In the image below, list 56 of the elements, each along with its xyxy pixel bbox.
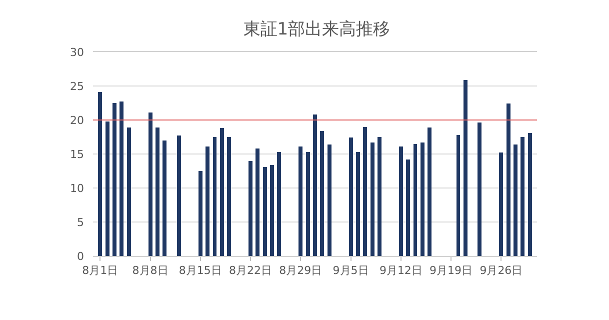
bar xyxy=(120,102,124,256)
y-tick-label: 25 xyxy=(70,80,84,93)
x-tick-label: 8月8日 xyxy=(132,264,168,278)
bar xyxy=(198,171,202,256)
bar xyxy=(398,146,403,256)
bar xyxy=(406,159,410,256)
bar xyxy=(499,152,504,256)
x-tick-label: 9月26日 xyxy=(480,264,523,278)
bar xyxy=(105,121,110,256)
x-tick-label: 9月19日 xyxy=(430,264,473,278)
y-tick-label: 0 xyxy=(77,250,84,263)
x-tick-label: 8月29日 xyxy=(279,264,322,278)
bar xyxy=(520,137,525,256)
bar xyxy=(370,142,374,256)
bar xyxy=(248,160,253,256)
bar xyxy=(313,114,317,256)
chart-title: 東証1部出来高推移 xyxy=(243,19,390,40)
bar xyxy=(463,80,468,256)
y-tick-label: 20 xyxy=(70,114,84,127)
bar xyxy=(206,146,210,256)
bar xyxy=(478,122,482,256)
bar xyxy=(98,92,102,256)
bar xyxy=(277,152,282,256)
y-tick-label: 10 xyxy=(70,182,84,195)
bar xyxy=(428,127,432,256)
bar xyxy=(327,144,332,256)
bar xyxy=(514,144,518,256)
bar xyxy=(420,142,424,256)
bar xyxy=(162,140,167,256)
y-tick-label: 5 xyxy=(77,216,84,229)
bar xyxy=(506,104,510,256)
bar xyxy=(320,130,324,256)
bar xyxy=(262,166,267,256)
bar xyxy=(227,137,232,256)
bar xyxy=(155,127,160,256)
bar xyxy=(298,146,303,256)
x-tick-label: 9月12日 xyxy=(379,264,422,278)
bar xyxy=(176,136,181,256)
bar xyxy=(112,103,116,256)
y-tick-label: 30 xyxy=(70,46,84,59)
bar xyxy=(306,152,310,256)
bar xyxy=(356,152,360,256)
x-tick-label: 8月1日 xyxy=(82,264,118,278)
bar xyxy=(256,148,260,256)
bar xyxy=(148,112,152,256)
bar xyxy=(126,127,131,256)
bar xyxy=(348,138,353,256)
bar xyxy=(270,164,274,256)
x-tick-label: 8月15日 xyxy=(178,264,222,278)
bar xyxy=(377,137,382,256)
x-tick-label: 9月5日 xyxy=(332,264,369,278)
bar xyxy=(220,128,224,256)
x-tick-label: 8月22日 xyxy=(229,264,272,278)
y-tick-label: 15 xyxy=(70,148,84,161)
bar xyxy=(363,126,368,256)
bar xyxy=(528,132,532,256)
